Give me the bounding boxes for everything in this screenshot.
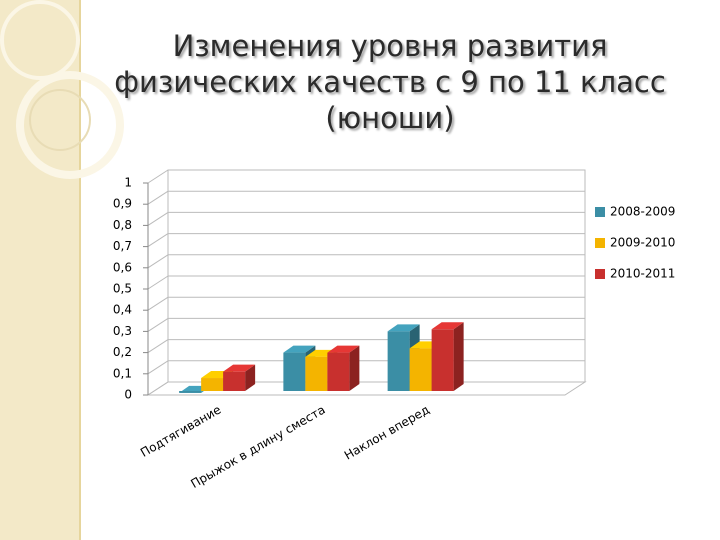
bar-top: [431, 322, 464, 330]
y-tick-label: 1: [124, 176, 132, 190]
grid-line: [147, 169, 169, 184]
y-tick-label: 0,6: [113, 260, 132, 274]
bar: [431, 329, 454, 391]
grid-line: [147, 254, 169, 269]
bar-top: [387, 324, 420, 332]
y-tick-label: 0,8: [113, 218, 132, 232]
y-tick-label: 0,5: [113, 282, 132, 296]
y-tick-label: 0,2: [113, 345, 132, 359]
grid-line: [147, 275, 169, 290]
grid-line: [147, 296, 169, 311]
grid-line: [147, 233, 169, 248]
decor-circle: [0, 0, 80, 80]
bar-side: [245, 364, 256, 391]
grid-line: [147, 381, 169, 396]
bar: [179, 391, 202, 393]
x-tick-label: Подтягивание: [138, 403, 223, 460]
decor-circle: [16, 71, 124, 179]
bar-side: [349, 345, 360, 391]
bar: [283, 352, 306, 391]
slide-title: Изменения уровня развития физических кач…: [114, 29, 666, 135]
bar-side: [453, 322, 464, 391]
bar: [327, 352, 350, 391]
grid-line: [147, 211, 169, 226]
bar: [409, 348, 432, 391]
bar-top: [283, 345, 316, 353]
x-tick-label: Наклон вперед: [342, 403, 432, 463]
bar: [201, 378, 224, 391]
legend-swatch: [595, 238, 605, 248]
y-tick-label: 0,9: [113, 197, 132, 211]
bar-top: [327, 345, 360, 353]
grid-line: [147, 360, 169, 375]
y-tick-label: 0: [124, 388, 132, 402]
bar: [305, 356, 328, 391]
bar: [387, 331, 410, 391]
grid-line: [147, 339, 169, 354]
grid-line: [147, 190, 169, 205]
decor-circle: [29, 89, 91, 151]
y-tick-label: 0,3: [113, 324, 132, 338]
bar-top: [223, 364, 256, 372]
legend-swatch: [595, 269, 605, 279]
legend-label: 2008-2009: [610, 205, 675, 219]
grid-line: [147, 317, 169, 332]
legend-label: 2009-2010: [610, 236, 675, 250]
y-tick-label: 0,4: [113, 303, 132, 317]
y-tick-label: 0,1: [113, 366, 132, 380]
legend-label: 2010-2011: [610, 267, 675, 281]
bar: [223, 371, 246, 391]
legend-swatch: [595, 207, 605, 217]
y-tick-label: 0,7: [113, 239, 132, 253]
